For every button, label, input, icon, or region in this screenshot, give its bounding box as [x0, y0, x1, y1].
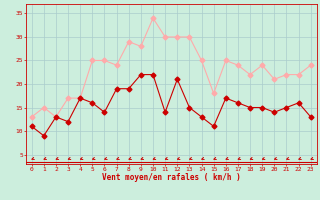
X-axis label: Vent moyen/en rafales ( km/h ): Vent moyen/en rafales ( km/h ): [102, 173, 241, 182]
